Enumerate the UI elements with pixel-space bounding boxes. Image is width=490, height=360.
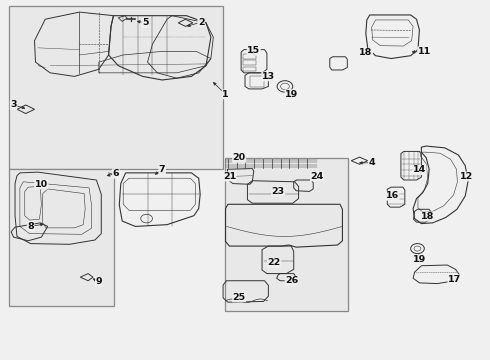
Text: 2: 2 [198,18,204,27]
Bar [9,6,223,169]
Text: 13: 13 [262,72,275,81]
Bar [243,54,256,59]
Text: 6: 6 [113,169,119,178]
Text: 16: 16 [386,191,399,200]
Text: 17: 17 [448,275,461,284]
Bar [250,76,265,87]
Text: 4: 4 [368,158,375,167]
Text: 18: 18 [421,212,435,221]
Bar [9,169,115,306]
Text: 9: 9 [96,277,102,286]
Text: 23: 23 [271,187,285,196]
Bar [243,67,256,71]
Text: 21: 21 [223,172,236,181]
Text: 1: 1 [222,90,229,99]
Text: 12: 12 [460,172,473,181]
Text: 19: 19 [285,90,298,99]
Text: 3: 3 [10,100,17,109]
Text: 8: 8 [27,222,34,231]
Text: 19: 19 [413,255,426,264]
Text: 24: 24 [311,172,324,181]
Text: 10: 10 [35,180,48,189]
Bar [224,158,348,311]
Text: 22: 22 [268,258,281,267]
Text: 20: 20 [233,153,245,162]
Text: 15: 15 [247,46,260,55]
Text: 11: 11 [417,47,431,56]
Text: 7: 7 [159,165,166,174]
Text: 26: 26 [285,276,298,285]
Text: 25: 25 [233,293,245,302]
Text: 5: 5 [142,18,148,27]
Bar [243,60,256,65]
Text: 14: 14 [413,166,426,175]
Text: 18: 18 [359,48,372,57]
